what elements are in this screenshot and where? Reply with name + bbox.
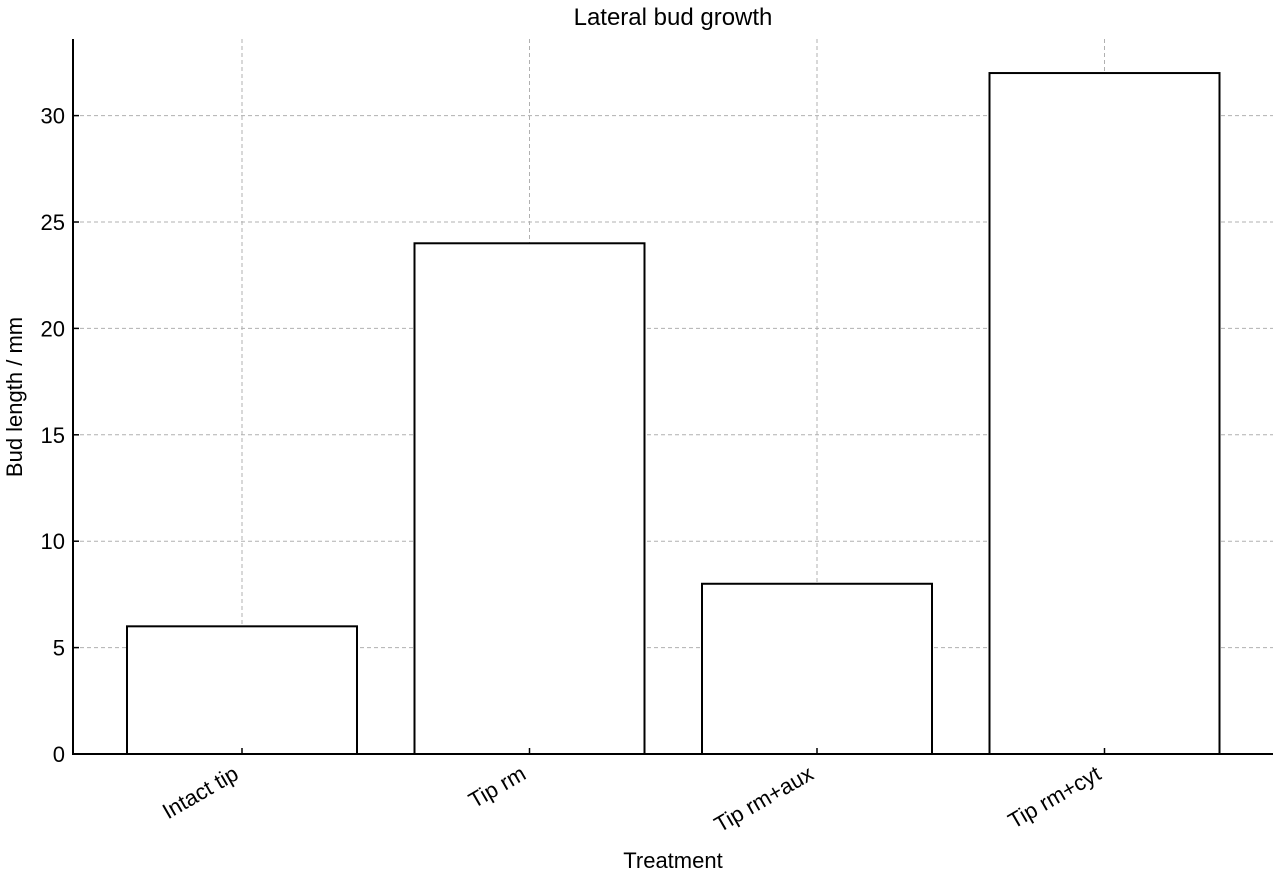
bar [413, 242, 646, 756]
axes [72, 39, 1273, 755]
y-axis-label: Bud length / mm [2, 317, 27, 477]
x-tick-label: Tip rm [464, 761, 530, 813]
x-axis-label: Treatment [623, 848, 722, 873]
chart-title: Lateral bud growth [574, 4, 773, 31]
y-tick-label: 0 [53, 742, 65, 767]
x-tick-label: Tip rm+aux [710, 761, 818, 838]
y-tick-label: 5 [53, 636, 65, 661]
y-tick-label: 20 [41, 316, 65, 341]
y-tick-label: 10 [41, 529, 65, 554]
y-tick-label: 30 [41, 104, 65, 129]
bars [126, 72, 1221, 756]
bar [126, 625, 358, 755]
bar [988, 72, 1221, 756]
bar [701, 582, 933, 755]
y-tick-label: 15 [41, 423, 65, 448]
y-tick-label: 25 [41, 210, 65, 235]
x-tick-label: Intact tip [158, 761, 243, 824]
x-tick-label: Tip rm+cyt [1004, 761, 1105, 834]
